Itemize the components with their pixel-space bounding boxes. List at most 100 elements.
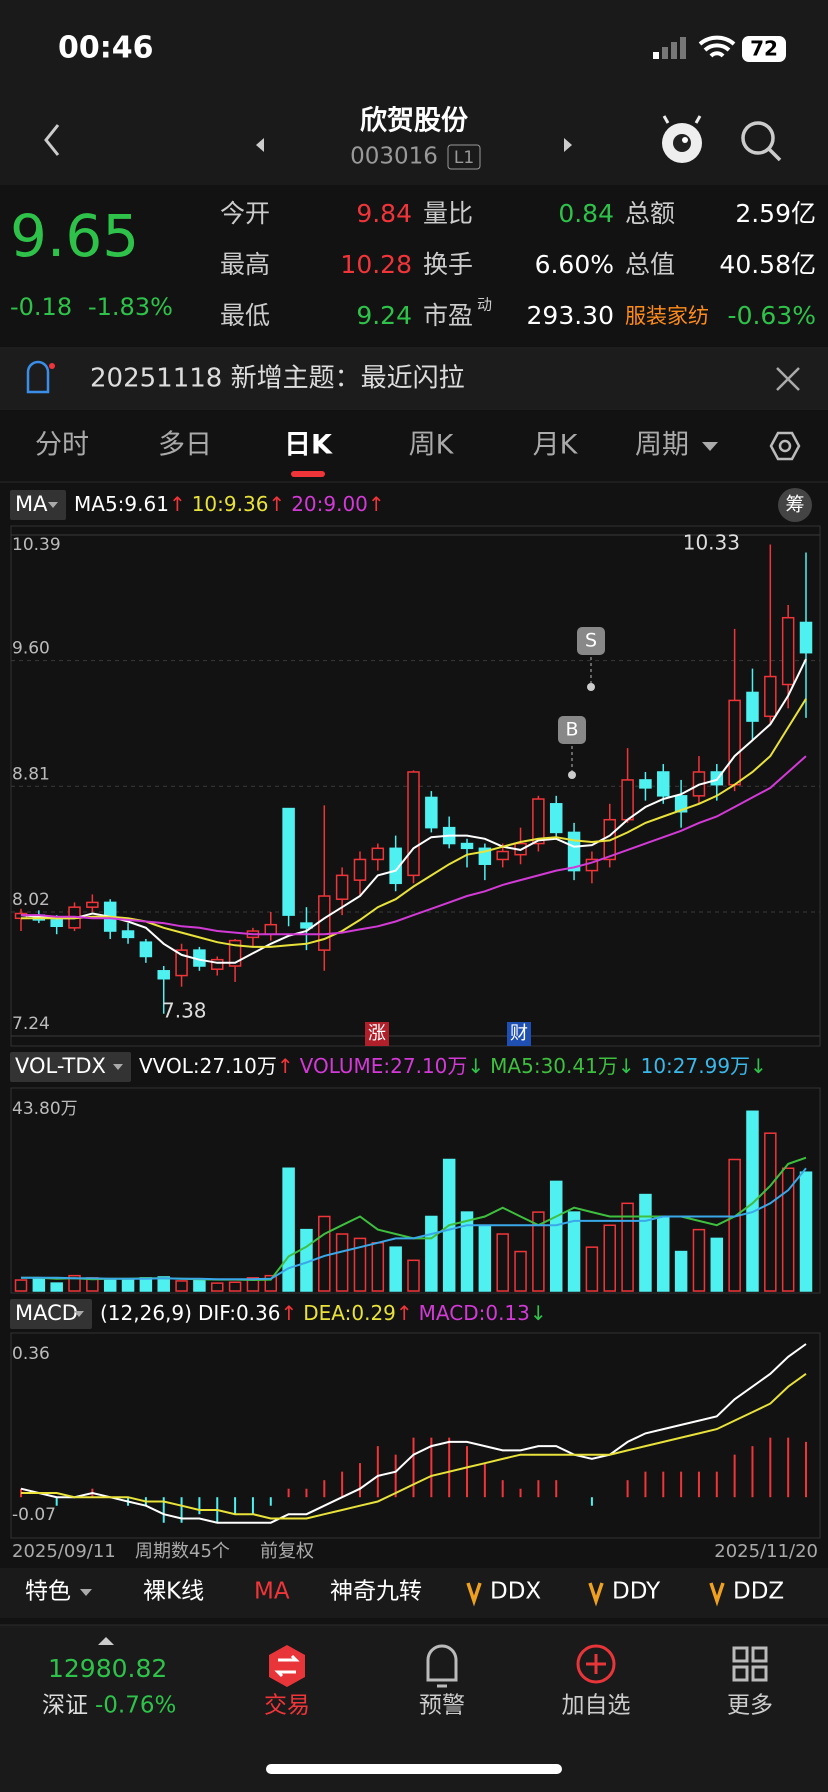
quote-fields: 今开 9.84 最高 10.28 最低 9.24 量比 0.84 换手 6.60% 市盈动 293.3…: [220, 199, 816, 330]
field-label-sup: 动: [477, 296, 492, 314]
event-marker-text: 财: [510, 1023, 528, 1044]
prev-stock[interactable]: [256, 138, 264, 152]
toolbar-item[interactable]: DDZ: [733, 1579, 784, 1605]
field-value: 293.30: [527, 301, 614, 330]
tab[interactable]: 周期: [635, 430, 689, 461]
index-expand[interactable]: [98, 1637, 114, 1645]
legend-arrow: ↑: [368, 492, 385, 516]
nav-label[interactable]: 交易: [264, 1693, 310, 1719]
volume-bar: [32, 1277, 46, 1292]
volume-bar: [603, 1224, 616, 1292]
y-tick-label: 43.80万: [12, 1099, 78, 1119]
mascot-icon[interactable]: [662, 115, 702, 163]
nav-label[interactable]: 更多: [727, 1693, 773, 1719]
candle-body: [639, 779, 652, 789]
legend-entry: MACD:0.13: [419, 1301, 530, 1325]
more-icon[interactable]: [732, 1646, 768, 1682]
search-icon[interactable]: [741, 121, 782, 162]
charts: MA MA5:9.61↑ 10:9.36↑ 20:9.00↑ 筹10.399.608.8…: [10, 488, 821, 1539]
tab-dropdown: [702, 442, 718, 451]
indicator-name: MACD: [15, 1301, 78, 1325]
candle-body: [460, 842, 474, 850]
toolbar-item[interactable]: 神奇九转: [330, 1579, 422, 1605]
candle-body: [86, 901, 99, 908]
chip-button-text: 筹: [785, 494, 804, 516]
legend: VVOL:27.10万↑ VOLUME:27.10万↓ MA5:30.41万↓ 10:…: [139, 1054, 767, 1078]
signal-icon: [653, 37, 686, 59]
x-start-label: 2025/09/11: [12, 1541, 116, 1562]
legend-entry: MA5:30.41万: [490, 1054, 618, 1078]
nav-label[interactable]: 加自选: [562, 1693, 631, 1719]
candle-body: [746, 691, 759, 722]
toolbar-item[interactable]: 裸K线: [143, 1579, 204, 1605]
volume-bar: [389, 1246, 402, 1292]
sell-signal[interactable]: [577, 627, 605, 655]
signal-dot: [587, 683, 595, 691]
watchlist-icon[interactable]: [576, 1644, 616, 1684]
nav-items: 交易 预警 加自选 更多: [264, 1693, 773, 1719]
v-icon: [709, 1582, 725, 1607]
candle-body: [764, 675, 777, 718]
nav-label[interactable]: 预警: [419, 1693, 465, 1719]
banner-bg: [0, 349, 828, 410]
indicator-line: [21, 755, 807, 936]
index-value: 12980.82: [48, 1654, 167, 1683]
volume-bar: [282, 1167, 295, 1292]
settings-icon[interactable]: [769, 431, 801, 461]
toolbar-item[interactable]: DDY: [612, 1579, 661, 1605]
back-button[interactable]: [44, 124, 60, 156]
tab[interactable]: 月K: [533, 430, 579, 461]
trade-icon[interactable]: [269, 1645, 305, 1687]
tab[interactable]: 多日: [158, 430, 212, 461]
toolbar-item[interactable]: MA: [254, 1579, 290, 1605]
event-marker[interactable]: [365, 1022, 389, 1046]
chip-button[interactable]: [778, 488, 812, 522]
legend-arrow: ↑: [169, 492, 186, 516]
volume-bar: [425, 1215, 438, 1292]
legend-entry: 10:9.36: [192, 492, 269, 516]
volume-bar: [585, 1246, 599, 1292]
candle-body: [371, 847, 385, 861]
indicator-selector[interactable]: [10, 1299, 92, 1329]
legend-entry: VVOL:27.10万: [139, 1054, 277, 1078]
banner-close[interactable]: [776, 367, 800, 391]
index-change: -0.76%: [95, 1693, 176, 1719]
legend-entry: DEA:0.29: [303, 1301, 396, 1325]
candle-body: [532, 798, 545, 845]
y-tick-label: 7.24: [12, 1014, 50, 1034]
volume-bar: [781, 1167, 795, 1292]
field-label: 换手: [423, 250, 473, 279]
legend: (12,26,9) DIF:0.36↑ DEA:0.29↑ MACD:0.13↓: [100, 1301, 547, 1325]
alert-icon[interactable]: [426, 1644, 458, 1688]
volume-bar: [103, 1278, 117, 1292]
next-stock[interactable]: [564, 138, 572, 152]
tab[interactable]: 日K: [284, 430, 333, 461]
candle-body: [157, 970, 170, 980]
legend: MA5:9.61↑ 10:9.36↑ 20:9.00↑: [74, 492, 385, 516]
field-value: 40.58亿: [719, 250, 816, 279]
toolbar-item[interactable]: 特色: [25, 1579, 71, 1605]
legend-entry: VOLUME:27.10万: [300, 1054, 468, 1078]
candle-body: [657, 771, 670, 797]
home-indicator: [266, 1764, 562, 1774]
event-marker[interactable]: [507, 1022, 531, 1046]
volume-bar: [496, 1233, 509, 1292]
candle-body: [121, 930, 135, 939]
candle-body: [478, 847, 492, 865]
indicator-selector[interactable]: [10, 1052, 131, 1082]
indicator-line: [21, 698, 807, 948]
volume-bar: [353, 1237, 367, 1292]
price-change-pct: -1.83%: [88, 293, 173, 321]
buy-signal[interactable]: [558, 716, 586, 744]
toolbar-caret: [80, 1589, 92, 1596]
indicator-selector[interactable]: [10, 490, 66, 520]
legend-arrow: ↓: [618, 1054, 635, 1078]
selector-caret: [74, 1311, 84, 1317]
toolbar-item[interactable]: DDX: [490, 1579, 541, 1605]
tab[interactable]: 分时: [35, 430, 89, 461]
y-tick-label: -0.07: [12, 1505, 56, 1525]
legend-arrow: ↑: [396, 1301, 413, 1325]
tab[interactable]: 周K: [409, 430, 455, 461]
high-label: 10.33: [683, 531, 740, 555]
